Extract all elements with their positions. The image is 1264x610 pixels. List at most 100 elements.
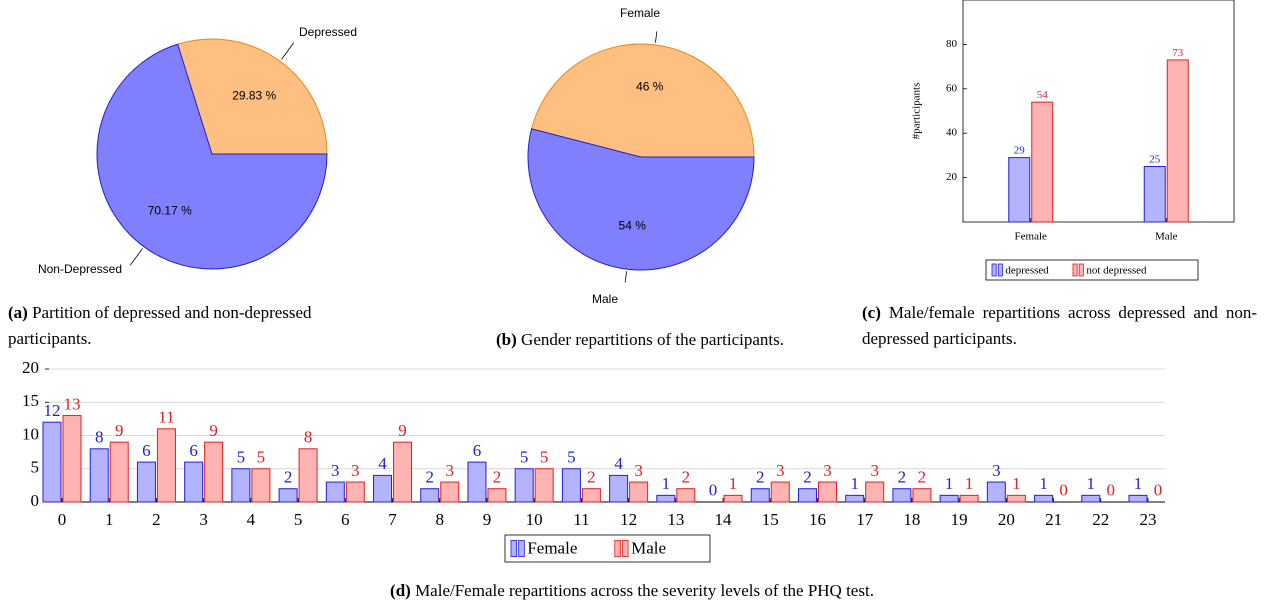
x-tick-label: 23: [1140, 510, 1157, 529]
bar: [1008, 157, 1031, 223]
bar: [959, 494, 979, 503]
value-label: 3: [992, 461, 1001, 480]
bar: [797, 488, 817, 503]
value-label: 9: [115, 421, 124, 440]
legend-swatch: [614, 540, 621, 558]
bar: [231, 468, 251, 503]
value-label: 1: [1087, 474, 1096, 493]
value-label: 1: [850, 474, 859, 493]
bar: [1006, 494, 1026, 503]
caption-label: (d): [390, 581, 411, 600]
value-label: 1: [965, 474, 974, 493]
y-axis-label: #participants: [911, 83, 923, 140]
x-tick-label: 3: [199, 510, 208, 529]
x-tick-label: 18: [903, 510, 920, 529]
value-label: 2: [682, 467, 691, 486]
legend-swatch: [1072, 263, 1078, 277]
y-tick-label: 60: [946, 82, 958, 94]
slice-label: Depressed: [299, 25, 357, 39]
bar: [723, 494, 743, 503]
bar: [892, 488, 912, 503]
value-label: 2: [493, 467, 502, 486]
x-tick-label: 9: [483, 510, 492, 529]
bar: [204, 441, 224, 503]
legend-label: Male: [631, 538, 666, 557]
y-tick-label: 15: [22, 391, 39, 410]
y-tick-label: 10: [22, 424, 39, 443]
legend-swatch: [1078, 263, 1084, 277]
y-tick-label: 80: [946, 38, 958, 50]
legend-label: depressed: [1005, 265, 1049, 277]
x-tick-label: 17: [856, 510, 874, 529]
value-label: 8: [304, 428, 313, 447]
leader-line: [129, 248, 143, 266]
bar: [184, 461, 204, 503]
x-tick-label: Female: [1015, 231, 1047, 243]
value-label: 46 %: [636, 80, 664, 94]
value-label: 73: [1172, 47, 1184, 59]
bar: [581, 488, 601, 503]
value-label: 13: [64, 394, 81, 413]
x-tick-label: 10: [526, 510, 543, 529]
y-tick-label: 40: [946, 127, 958, 139]
pie-slice: [177, 38, 328, 155]
x-tick-label: 5: [294, 510, 303, 529]
caption-a: (a) Partition of depressed and non-depre…: [8, 300, 398, 352]
value-label: 25: [1149, 153, 1161, 165]
bar: [629, 481, 649, 503]
bar: [325, 481, 345, 503]
caption-text: Gender repartitions of the participants.: [521, 330, 784, 349]
legend-swatch: [518, 540, 525, 558]
value-label: 2: [756, 467, 765, 486]
value-label: 4: [378, 454, 387, 473]
y-tick-label: 20: [22, 358, 39, 377]
value-label: 9: [398, 421, 407, 440]
value-label: 4: [614, 454, 623, 473]
bar: [1166, 59, 1189, 223]
value-label: 8: [95, 428, 104, 447]
bar: [156, 428, 176, 503]
caption-d: (d) Male/Female repartitions across the …: [0, 578, 1264, 604]
slice-label: Female: [620, 6, 660, 20]
value-label: 3: [331, 461, 340, 480]
caption-text: Partition of depressed and non-depressed…: [8, 303, 312, 348]
value-label: 5: [257, 447, 266, 466]
value-label: 1: [1134, 474, 1143, 493]
bar: [1081, 494, 1101, 503]
value-label: 2: [425, 467, 434, 486]
value-label: 2: [803, 467, 812, 486]
x-tick-label: 14: [715, 510, 733, 529]
x-tick-label: 8: [435, 510, 444, 529]
bar: [514, 468, 534, 503]
bar: [534, 468, 554, 503]
value-label: 54 %: [619, 219, 647, 233]
x-tick-label: 6: [341, 510, 350, 529]
value-label: 2: [587, 467, 596, 486]
bar: [939, 494, 959, 503]
legend-box: [504, 534, 711, 563]
bar: [676, 488, 696, 503]
bar: [251, 468, 271, 503]
x-tick-label: 13: [667, 510, 684, 529]
value-label: 2: [284, 467, 293, 486]
pie-slice: [96, 43, 328, 270]
x-tick-label: 2: [152, 510, 161, 529]
x-tick-label: 20: [998, 510, 1015, 529]
value-label: 0: [709, 481, 718, 500]
legend-swatch: [997, 263, 1003, 277]
value-label: 3: [776, 461, 785, 480]
plot-frame: [962, 0, 1235, 223]
x-tick-label: 16: [809, 510, 826, 529]
bar: [609, 474, 629, 503]
bar: [345, 481, 365, 503]
value-label: 5: [567, 447, 576, 466]
bar: [89, 448, 109, 503]
legend-label: not depressed: [1086, 265, 1147, 277]
leader-line: [281, 42, 295, 60]
y-tick-label: 0: [31, 491, 40, 510]
value-label: 1: [1012, 474, 1021, 493]
value-label: 70.17 %: [148, 204, 192, 218]
leader-line: [624, 271, 627, 283]
slice-label: Non-Depressed: [38, 262, 122, 276]
